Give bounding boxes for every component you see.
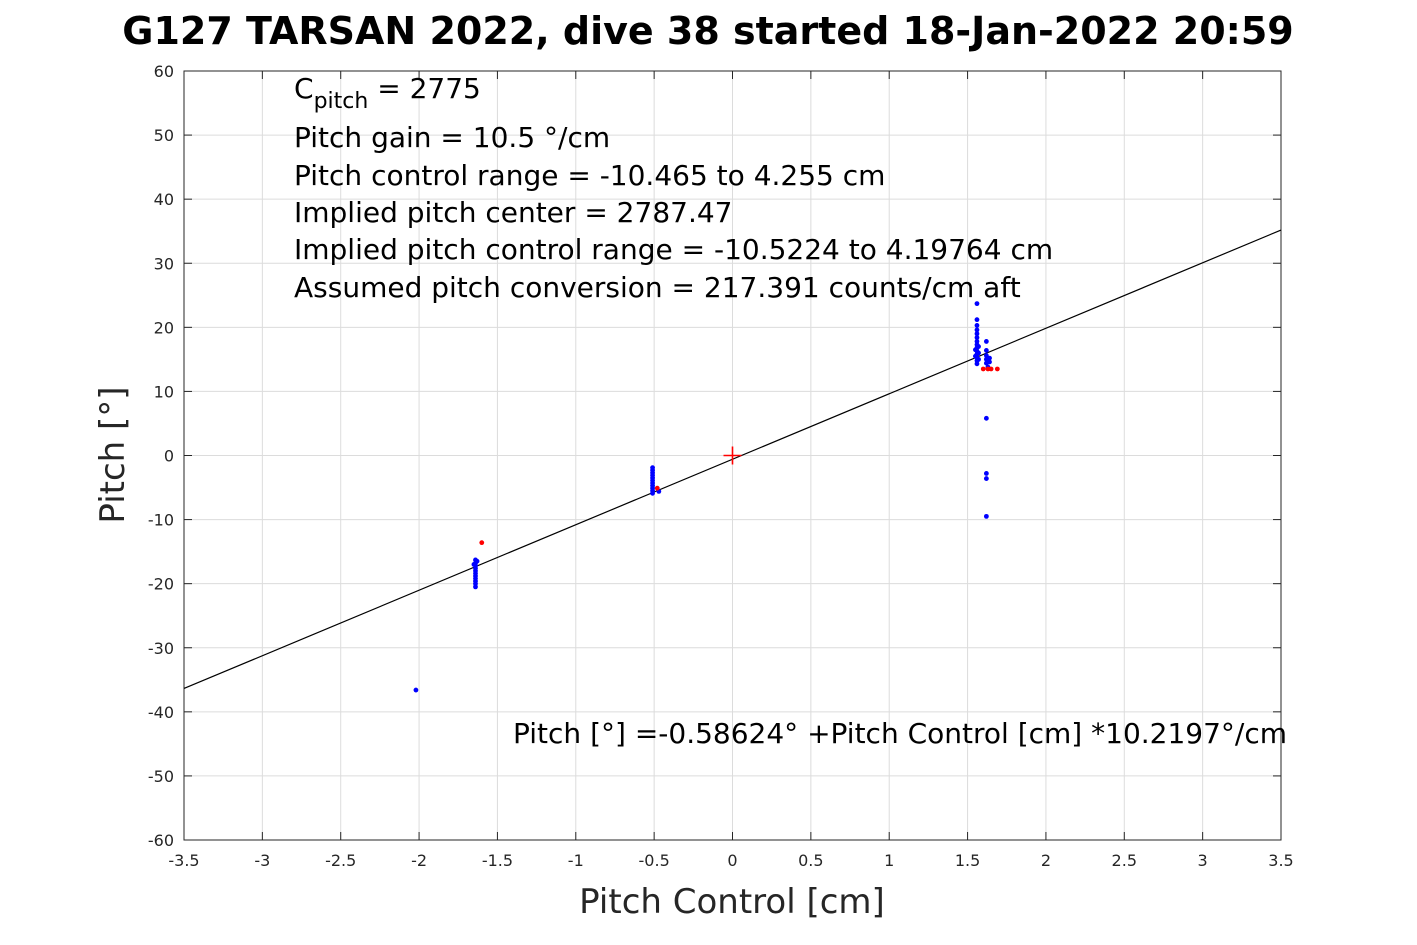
y-tick-label: -20 (148, 575, 174, 594)
data-point (479, 540, 485, 546)
y-tick-label: -40 (148, 703, 174, 722)
x-tick-label: 0.5 (798, 851, 823, 870)
y-axis-label: Pitch [°] (93, 386, 133, 523)
data-point (413, 687, 419, 693)
x-tick-label: -2.5 (325, 851, 356, 870)
data-point (988, 366, 994, 372)
y-tick-label: 0 (164, 447, 174, 466)
y-tick-label: 10 (154, 382, 174, 401)
data-point (473, 584, 478, 590)
x-tick-label: -2 (411, 851, 427, 870)
annotation-fit-equation: Pitch [°] =-0.58624° +Pitch Control [cm]… (513, 717, 1287, 750)
data-point (983, 415, 989, 421)
x-tick-label: -1.5 (482, 851, 513, 870)
annotation-implied-center: Implied pitch center = 2787.47 (294, 196, 732, 229)
data-point (973, 353, 978, 359)
data-point (987, 355, 992, 361)
y-tick-label: 20 (154, 318, 174, 337)
data-point (973, 347, 978, 353)
data-point (974, 361, 980, 367)
annotation-conversion: Assumed pitch conversion = 217.391 count… (294, 271, 1021, 304)
y-tick-label: 30 (154, 254, 174, 273)
x-tick-label: 3 (1198, 851, 1208, 870)
data-point (471, 562, 477, 567)
x-tick-label: 1 (884, 851, 894, 870)
data-point (983, 339, 989, 344)
annotation-c-pitch-value: = 2775 (368, 72, 481, 105)
y-tick-label: 50 (154, 126, 174, 145)
x-axis-label: Pitch Control [cm] (579, 882, 885, 922)
annotation-c-pitch-sub: pitch (314, 89, 369, 114)
center-marker (723, 446, 742, 465)
data-point (983, 471, 989, 476)
data-point (974, 327, 980, 333)
x-tick-label: 2.5 (1112, 851, 1137, 870)
annotation-control-range: Pitch control range = -10.465 to 4.255 c… (294, 159, 885, 192)
x-tick-label: -3 (254, 851, 270, 870)
x-tick-label: -1 (568, 851, 584, 870)
chart-title: G127 TARSAN 2022, dive 38 started 18-Jan… (122, 9, 1293, 53)
x-tick-label: 3.5 (1268, 851, 1293, 870)
annotation-pitch-gain: Pitch gain = 10.5 °/cm (294, 121, 610, 154)
x-tick-label: 2 (1041, 851, 1051, 870)
data-point (976, 350, 981, 356)
data-point (980, 366, 986, 372)
y-tick-label: 60 (154, 62, 174, 81)
x-tick-label: -0.5 (639, 851, 670, 870)
data-point (654, 485, 660, 491)
data-point (983, 476, 989, 481)
x-tick-label: 1.5 (955, 851, 980, 870)
data-point (994, 366, 1000, 372)
annotation-implied-range: Implied pitch control range = -10.5224 t… (294, 233, 1053, 266)
y-tick-label: -50 (148, 767, 174, 786)
data-points (413, 301, 1000, 693)
y-ticks: 60 50 40 30 20 10 0 -10 -20 -30 -40 -50 -60 (148, 62, 1281, 850)
grid (184, 71, 1281, 840)
data-point (983, 513, 989, 519)
annotation-c-pitch-base: C (294, 72, 314, 105)
y-tick-label: 40 (154, 190, 174, 209)
data-point (974, 317, 980, 323)
data-point (974, 335, 980, 340)
data-point (987, 359, 992, 365)
data-point (976, 356, 981, 362)
data-point (974, 323, 980, 328)
x-tick-label: 0 (727, 851, 737, 870)
data-point (976, 344, 981, 349)
data-point (650, 490, 655, 496)
x-tick-label: -3.5 (168, 851, 199, 870)
data-point (974, 301, 980, 307)
y-tick-label: -10 (148, 511, 174, 530)
data-point (474, 558, 480, 564)
annotation-c-pitch: Cpitch = 2775 (294, 72, 481, 114)
data-point (983, 348, 989, 353)
y-tick-label: -60 (148, 831, 174, 850)
x-ticks: -3.5 -3 -2.5 -2 -1.5 -1 -0.5 0 0.5 1 1.5 2 2.5 3 3.5 (168, 71, 1294, 870)
y-tick-label: -30 (148, 639, 174, 658)
data-point (974, 331, 980, 337)
